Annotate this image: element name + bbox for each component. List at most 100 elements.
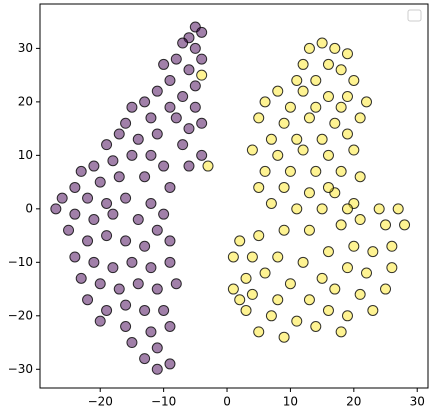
point [82, 294, 94, 306]
point [297, 58, 309, 70]
point [69, 208, 81, 220]
x-tick-label: 0 [223, 395, 231, 409]
point [145, 149, 157, 161]
point [101, 304, 113, 316]
point [88, 160, 100, 172]
point [284, 278, 296, 290]
point [139, 171, 151, 183]
point [291, 74, 303, 86]
point [170, 112, 182, 124]
point [196, 26, 208, 38]
point [335, 101, 347, 113]
point [253, 326, 265, 338]
point [284, 165, 296, 177]
point [69, 181, 81, 193]
y-tick-label: −20 [8, 308, 33, 322]
point [88, 214, 100, 226]
x-tick-label: 10 [283, 395, 298, 409]
point [177, 139, 189, 151]
point [94, 278, 106, 290]
point [151, 85, 163, 97]
point [297, 144, 309, 156]
point [272, 294, 284, 306]
point [132, 214, 144, 226]
point [310, 101, 322, 113]
point [94, 176, 106, 188]
point [151, 342, 163, 354]
point [196, 149, 208, 161]
point [341, 48, 353, 60]
point [335, 219, 347, 231]
x-tick-label: −10 [151, 395, 176, 409]
point [303, 294, 315, 306]
point [310, 74, 322, 86]
point [139, 240, 151, 252]
point [234, 294, 246, 306]
point [151, 363, 163, 375]
point [367, 304, 379, 316]
x-tick-label: 30 [410, 395, 425, 409]
point [158, 304, 170, 316]
point [120, 299, 132, 311]
point [139, 353, 151, 365]
point [303, 187, 315, 199]
point [316, 133, 328, 145]
point [341, 91, 353, 103]
y-tick-label: −10 [8, 255, 33, 269]
point [316, 37, 328, 49]
point [348, 240, 360, 252]
point [170, 53, 182, 65]
point [291, 203, 303, 215]
point [227, 283, 239, 295]
point [158, 208, 170, 220]
point [246, 288, 258, 300]
point [246, 251, 258, 263]
point [265, 310, 277, 322]
point [151, 128, 163, 140]
point [145, 112, 157, 124]
point [101, 139, 113, 151]
point [132, 278, 144, 290]
point [183, 160, 195, 172]
point [341, 128, 353, 140]
point [164, 74, 176, 86]
point [126, 101, 138, 113]
point [234, 235, 246, 247]
point [107, 208, 119, 220]
point [297, 85, 309, 97]
point [322, 91, 334, 103]
point [113, 171, 125, 183]
point [189, 101, 201, 113]
point [164, 358, 176, 370]
point [380, 283, 392, 295]
point [120, 117, 132, 129]
point [158, 58, 170, 70]
point [107, 262, 119, 274]
point [253, 112, 265, 124]
point [297, 256, 309, 268]
point [399, 219, 411, 231]
point [380, 219, 392, 231]
point [50, 203, 62, 215]
point [227, 251, 239, 263]
point [310, 165, 322, 177]
point [322, 181, 334, 193]
point [341, 262, 353, 274]
point [164, 181, 176, 193]
point [88, 256, 100, 268]
point [126, 337, 138, 349]
point [196, 53, 208, 65]
point [265, 133, 277, 145]
point [101, 197, 113, 209]
point [113, 128, 125, 140]
point [240, 272, 252, 284]
y-tick-label: 0 [25, 201, 33, 215]
point [240, 304, 252, 316]
point [278, 224, 290, 236]
point [278, 331, 290, 343]
point [56, 192, 68, 204]
point [63, 224, 75, 236]
point [386, 240, 398, 252]
point [113, 283, 125, 295]
point [164, 320, 176, 332]
